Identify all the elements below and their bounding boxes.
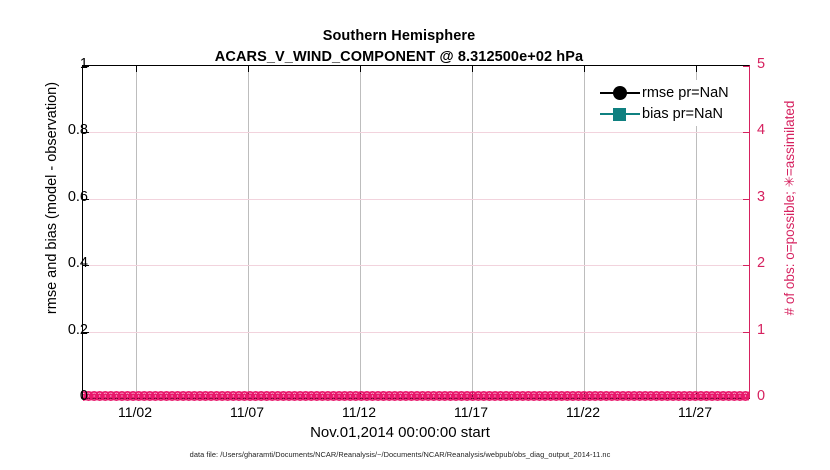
y-axis-tick-left (83, 332, 89, 333)
x-axis-tick-top (248, 66, 249, 72)
y-axis-tick-left (83, 66, 89, 67)
legend-marker-rmse-icon (600, 84, 640, 102)
y-axis-left-label: rmse and bias (model - observation) (44, 81, 60, 315)
horizontal-gridline (83, 199, 749, 200)
horizontal-gridline (83, 265, 749, 266)
vertical-gridline (584, 66, 585, 398)
chart-title: Southern Hemisphere (322, 28, 476, 44)
legend-label-rmse: rmse pr=NaN (642, 84, 729, 101)
y-axis-right-label: # of obs: o=possible; ✳=assimilated (782, 100, 797, 316)
observation-markers-svg (83, 391, 749, 401)
chart-title-block: Southern Hemisphere ACARS_V_WIND_COMPONE… (0, 26, 830, 68)
y-axis-tick-right (743, 132, 749, 133)
x-axis-tick-label: 11/27 (678, 404, 712, 420)
x-axis-tick-label: 11/22 (566, 404, 600, 420)
y-axis-tick-left (83, 199, 89, 200)
y-axis-right-tick-label: 4 (757, 122, 766, 138)
data-file-caption-text: data file: /Users/gharamti/Documents/NCA… (189, 450, 611, 459)
x-axis-tick-top (472, 66, 473, 72)
legend-item-rmse[interactable]: rmse pr=NaN (600, 82, 729, 103)
y-axis-left-tick-label: 0.4 (67, 255, 88, 271)
y-axis-right-tick-label: 0 (757, 388, 766, 404)
y-axis-left-tick-label: 0 (79, 388, 88, 404)
x-axis-tick-top (136, 66, 137, 72)
legend-item-bias[interactable]: bias pr=NaN (600, 103, 729, 124)
x-axis-tick-label: 11/02 (118, 404, 152, 420)
y-axis-left-tick-label: 0.8 (67, 122, 88, 138)
x-axis-tick-top (584, 66, 585, 72)
y-axis-tick-left (83, 265, 89, 266)
y-axis-tick-right (743, 332, 749, 333)
x-axis-label-text: Nov.01,2014 00:00:00 start (310, 424, 490, 441)
x-axis-label: Nov.01,2014 00:00:00 start (0, 424, 830, 441)
y-axis-tick-right (743, 398, 749, 399)
chart-legend: rmse pr=NaN bias pr=NaN (598, 80, 733, 126)
y-axis-left-tick-label: 0.6 (67, 189, 88, 205)
y-axis-left-tick-label: 1 (79, 56, 88, 72)
y-axis-tick-right (743, 66, 749, 67)
y-axis-right-tick-label: 2 (757, 255, 766, 271)
x-axis-tick-bottom (696, 392, 697, 398)
horizontal-gridline (83, 132, 749, 133)
y-axis-tick-left (83, 132, 89, 133)
legend-label-bias: bias pr=NaN (642, 105, 723, 122)
chart-subtitle: ACARS_V_WIND_COMPONENT @ 8.312500e+02 hP… (214, 49, 584, 65)
x-axis-tick-label: 11/12 (342, 404, 376, 420)
x-axis-tick-top (696, 66, 697, 72)
y-axis-right-tick-label: 5 (757, 56, 766, 72)
observation-marker-band (83, 389, 749, 404)
x-axis-tick-label: 11/17 (454, 404, 488, 420)
y-axis-left-tick-label: 0.2 (67, 322, 88, 338)
x-axis-tick-bottom (472, 392, 473, 398)
vertical-gridline (696, 66, 697, 398)
y-axis-right-tick-label: 1 (757, 322, 766, 338)
y-axis-tick-right (743, 265, 749, 266)
vertical-gridline (136, 66, 137, 398)
x-axis-tick-bottom (360, 392, 361, 398)
x-axis-tick-bottom (584, 392, 585, 398)
data-file-caption: data file: /Users/gharamti/Documents/NCA… (0, 450, 830, 459)
vertical-gridline (248, 66, 249, 398)
y-axis-tick-right (743, 199, 749, 200)
x-axis-tick-bottom (136, 392, 137, 398)
legend-marker-bias-icon (600, 105, 640, 123)
y-axis-right-tick-label: 3 (757, 189, 766, 205)
x-axis-tick-bottom (248, 392, 249, 398)
vertical-gridline (472, 66, 473, 398)
vertical-gridline (360, 66, 361, 398)
x-axis-tick-label: 11/07 (230, 404, 264, 420)
horizontal-gridline (83, 332, 749, 333)
x-axis-tick-top (360, 66, 361, 72)
